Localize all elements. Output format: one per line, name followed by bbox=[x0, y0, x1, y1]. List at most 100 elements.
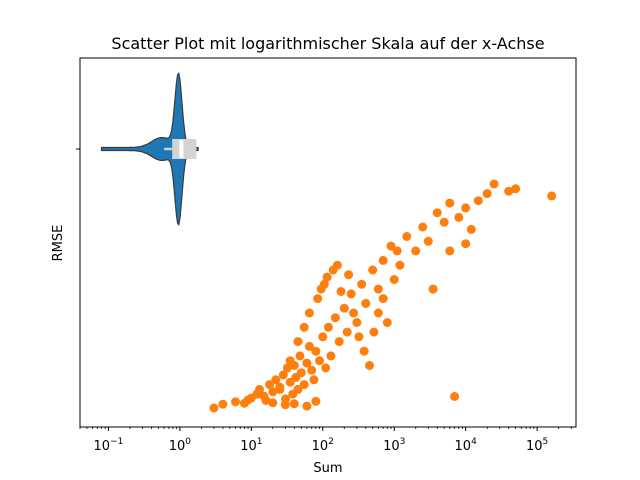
data-point bbox=[299, 322, 309, 332]
data-point bbox=[304, 308, 314, 318]
data-point bbox=[454, 212, 464, 222]
data-point bbox=[285, 356, 295, 366]
data-point bbox=[344, 270, 354, 280]
data-point bbox=[395, 260, 405, 270]
data-point bbox=[423, 236, 433, 246]
scatter-points bbox=[209, 179, 557, 413]
data-point bbox=[339, 303, 349, 313]
data-point bbox=[280, 400, 290, 410]
data-point bbox=[313, 294, 323, 304]
data-point bbox=[489, 179, 499, 189]
data-point bbox=[319, 279, 329, 289]
data-point bbox=[392, 246, 402, 256]
data-point bbox=[482, 189, 492, 199]
data-point bbox=[386, 241, 396, 251]
data-point bbox=[293, 337, 303, 347]
data-point bbox=[209, 403, 219, 413]
data-point bbox=[473, 196, 483, 206]
data-point bbox=[268, 387, 278, 397]
data-point bbox=[322, 272, 332, 282]
violin-body bbox=[100, 72, 199, 226]
data-point bbox=[428, 284, 438, 294]
data-point bbox=[432, 208, 442, 218]
data-point bbox=[326, 351, 336, 361]
data-point bbox=[323, 322, 333, 332]
data-point bbox=[295, 351, 305, 361]
x-tick-label: 103 bbox=[383, 437, 405, 454]
data-point bbox=[275, 384, 285, 394]
violin-plot bbox=[100, 72, 199, 226]
data-point bbox=[511, 184, 521, 194]
data-point bbox=[218, 399, 228, 409]
data-point bbox=[231, 397, 240, 407]
data-point bbox=[282, 363, 292, 373]
data-point bbox=[278, 370, 288, 380]
data-point bbox=[336, 287, 346, 296]
data-point bbox=[307, 365, 317, 375]
data-point bbox=[296, 368, 306, 378]
data-point bbox=[299, 380, 309, 390]
x-tick-label: 101 bbox=[240, 437, 262, 454]
violin-box bbox=[172, 139, 197, 159]
data-point bbox=[445, 198, 455, 208]
data-point bbox=[378, 294, 388, 304]
data-point bbox=[368, 265, 378, 275]
data-point bbox=[504, 186, 514, 196]
data-point bbox=[466, 224, 476, 234]
data-point bbox=[354, 332, 364, 342]
data-point bbox=[369, 327, 379, 337]
data-point bbox=[357, 279, 367, 289]
data-point bbox=[461, 203, 471, 213]
data-point bbox=[304, 341, 314, 351]
x-tick-label: 10−1 bbox=[94, 437, 124, 454]
data-point bbox=[361, 298, 371, 308]
x-tick-label: 104 bbox=[455, 437, 478, 454]
x-tick-label: 105 bbox=[526, 437, 548, 454]
data-point bbox=[450, 392, 460, 401]
data-point bbox=[359, 346, 369, 356]
data-point bbox=[547, 191, 557, 201]
data-point bbox=[265, 380, 275, 390]
data-point bbox=[330, 313, 340, 323]
data-point bbox=[268, 398, 278, 408]
data-point bbox=[302, 401, 312, 411]
data-point bbox=[389, 275, 399, 284]
data-point bbox=[289, 399, 299, 409]
data-point bbox=[445, 246, 455, 256]
y-axis-label: RMSE bbox=[51, 225, 66, 262]
data-point bbox=[378, 255, 388, 265]
data-point bbox=[346, 289, 356, 299]
x-tick-label: 100 bbox=[169, 437, 192, 454]
data-point bbox=[373, 308, 383, 318]
data-point bbox=[318, 332, 328, 342]
data-point bbox=[411, 246, 421, 256]
data-point bbox=[439, 217, 449, 227]
data-point bbox=[261, 395, 271, 405]
data-point bbox=[271, 375, 281, 385]
data-point bbox=[349, 308, 359, 318]
plot-area-frame bbox=[79, 57, 577, 428]
data-point bbox=[365, 361, 374, 370]
data-point bbox=[342, 327, 352, 337]
data-point bbox=[373, 284, 383, 294]
data-point bbox=[418, 222, 428, 232]
data-point bbox=[315, 356, 324, 366]
chart-title: Scatter Plot mit logarithmischer Skala a… bbox=[111, 34, 544, 53]
data-point bbox=[309, 375, 319, 385]
data-point bbox=[352, 318, 362, 327]
x-axis-label: Sum bbox=[313, 461, 342, 476]
data-point bbox=[382, 318, 392, 327]
data-point bbox=[311, 346, 321, 356]
data-point bbox=[402, 232, 412, 241]
data-point bbox=[293, 384, 303, 394]
data-point bbox=[321, 363, 331, 373]
data-point bbox=[332, 260, 342, 270]
data-point bbox=[334, 337, 344, 347]
x-tick-label: 102 bbox=[312, 437, 334, 454]
data-point bbox=[255, 384, 264, 394]
data-point bbox=[302, 358, 312, 368]
data-point bbox=[311, 396, 321, 406]
x-axis: 10−1 100 101 102 103 104 105 bbox=[79, 427, 572, 454]
